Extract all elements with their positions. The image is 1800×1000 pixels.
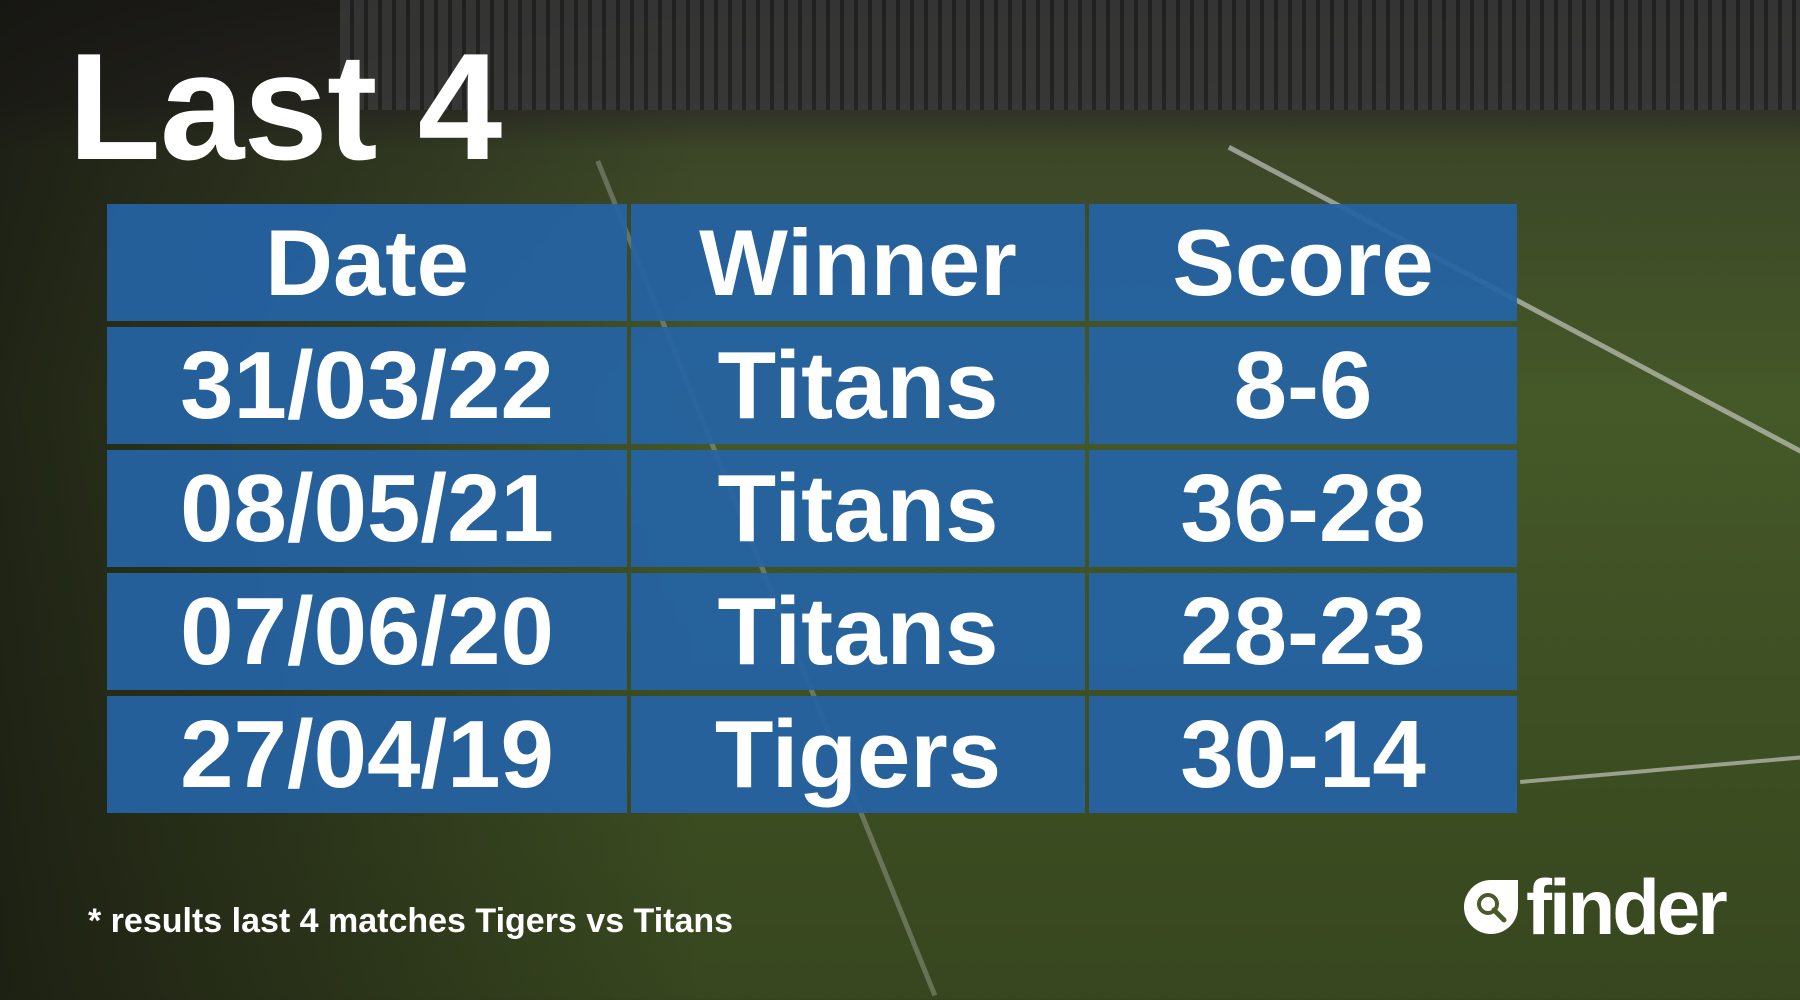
- cell-score: 28-23: [1089, 573, 1517, 690]
- cell-score: 30-14: [1089, 696, 1517, 813]
- table-row: 27/04/19 Tigers 30-14: [107, 696, 1517, 813]
- cell-date: 08/05/21: [107, 450, 627, 567]
- table-header-row: Date Winner Score: [107, 204, 1517, 321]
- cell-winner: Titans: [631, 573, 1085, 690]
- table-row: 08/05/21 Titans 36-28: [107, 450, 1517, 567]
- search-drop-icon: [1464, 880, 1518, 934]
- finder-logo: finder: [1462, 863, 1728, 951]
- header-date: Date: [107, 204, 627, 321]
- table-row: 31/03/22 Titans 8-6: [107, 327, 1517, 444]
- pitch-line: [1520, 753, 1800, 784]
- cell-date: 07/06/20: [107, 573, 627, 690]
- cell-winner: Titans: [631, 327, 1085, 444]
- stadium-seats: [340, 0, 1800, 110]
- page-title: Last 4: [68, 22, 502, 192]
- cell-date: 27/04/19: [107, 696, 627, 813]
- cell-date: 31/03/22: [107, 327, 627, 444]
- cell-winner: Tigers: [631, 696, 1085, 813]
- header-winner: Winner: [631, 204, 1085, 321]
- results-table: Date Winner Score 31/03/22 Titans 8-6 08…: [103, 198, 1521, 819]
- logo-text: finder: [1526, 863, 1728, 951]
- footnote: * results last 4 matches Tigers vs Titan…: [88, 902, 734, 940]
- cell-score: 8-6: [1089, 327, 1517, 444]
- header-score: Score: [1089, 204, 1517, 321]
- cell-winner: Titans: [631, 450, 1085, 567]
- cell-score: 36-28: [1089, 450, 1517, 567]
- table-row: 07/06/20 Titans 28-23: [107, 573, 1517, 690]
